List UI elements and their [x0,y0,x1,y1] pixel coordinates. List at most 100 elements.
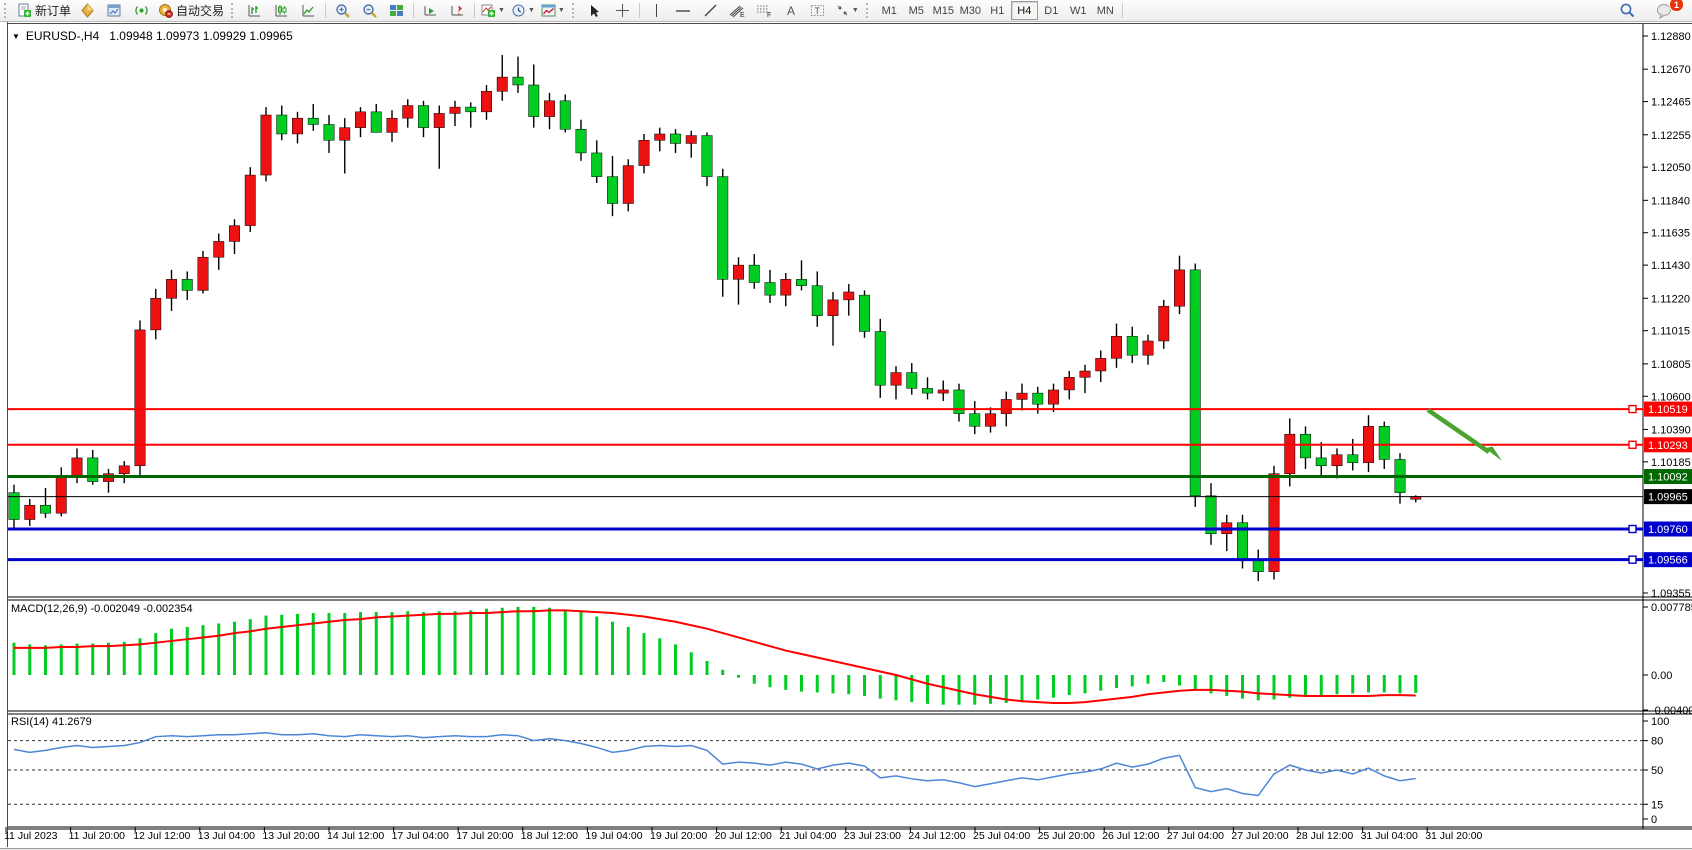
macd-signal-line [14,609,1416,704]
zoom-out-button[interactable] [356,0,383,21]
line-handle[interactable] [1628,440,1637,449]
new-order-button[interactable]: 新订单 [14,0,74,21]
signals-icon [135,6,148,15]
price-tag [1644,469,1692,485]
notifications-button[interactable]: 1 [1651,0,1684,21]
candle [969,413,981,427]
toolbar: 新订单 自动交易 [0,0,1692,22]
crosshair-icon [615,4,629,17]
candle [370,111,382,133]
chevron-down-icon: ▼ [851,7,859,14]
tab-d1[interactable]: D1 [1044,4,1059,17]
time-label: 11 Jul 20:00 [68,830,126,842]
chart-shift-button[interactable] [444,0,471,21]
macd-histogram-bar [658,638,662,675]
macd-histogram-bar [44,645,47,675]
tab-h4[interactable]: H4 [1010,1,1038,20]
vertical-line-button[interactable] [643,0,670,21]
trendline-button[interactable] [697,0,724,21]
macd-histogram-bar [532,606,536,675]
macd-histogram-bar [296,613,299,675]
macd-histogram-bar [1099,675,1103,691]
tab-m1[interactable]: M1 [881,4,897,17]
arrow-annotation[interactable] [1426,408,1491,454]
equidistant-channel-button[interactable]: E [724,0,751,21]
tab-m30[interactable]: M30 [959,4,981,17]
candle-chart-mode-button[interactable] [268,0,295,21]
text-label-button[interactable]: T [805,0,832,21]
one-click-trading-toggle[interactable]: ▼ [12,31,20,41]
macd-histogram-bar [548,607,551,675]
candle [323,124,335,141]
tab-m5[interactable]: M5 [908,4,924,17]
macd-histogram-bar [1036,675,1040,700]
tile-windows-icon [390,5,404,16]
macd-histogram-bar [327,612,331,675]
crosshair-button[interactable] [609,0,636,21]
macd-histogram-bar [1241,675,1244,699]
tab-w1[interactable]: W1 [1070,4,1087,17]
candle [40,505,51,514]
price-tick-label: 1.12670 [1651,64,1691,76]
time-label: 23 Jul 23:00 [843,830,902,842]
candle [717,176,729,280]
macd-histogram-bar [1115,675,1118,689]
tab-mn[interactable]: MN [1096,4,1114,17]
macd-histogram-bar [59,644,63,675]
arrow-annotation-head[interactable] [1485,446,1502,461]
toolbar-separator [1121,3,1123,18]
trendline-icon [704,4,717,17]
text-button[interactable]: A [778,0,805,21]
line-handle[interactable] [1628,555,1637,564]
candle [213,241,225,258]
time-label: 14 Jul 12:00 [327,830,385,842]
time-label: 19 Jul 04:00 [585,830,643,842]
horizontal-line-button[interactable] [670,0,697,21]
chevron-down-icon: ▼ [557,7,565,14]
candle [402,105,414,119]
macd-histogram-bar [1351,675,1355,694]
periods-button[interactable]: ▼ [508,0,538,21]
auto-scroll-button[interactable] [417,0,444,21]
macd-histogram-bar [642,633,646,675]
macd-histogram-bar [1319,675,1323,696]
profile-button[interactable] [74,0,101,21]
cursor-button[interactable] [582,0,609,21]
bar-chart-mode-button[interactable] [241,0,268,21]
macd-histogram-bar [12,642,16,675]
signals-button[interactable] [128,0,155,21]
cursor-icon [591,4,600,17]
svg-text:F: F [767,12,771,18]
candle [1268,473,1280,572]
price-tick-label: 1.10600 [1651,391,1691,403]
candle [670,133,681,144]
zoom-in-button[interactable] [329,0,356,21]
macd-histogram-bar [500,607,504,675]
search-button[interactable] [1614,0,1641,21]
line-handle[interactable] [1628,404,1637,414]
time-label: 17 Jul 04:00 [391,830,449,842]
svg-text:A: A [787,4,795,18]
indicators-button[interactable]: ▼ [478,0,508,21]
macd-histogram-bar [1020,675,1024,702]
arrows-button[interactable]: ▼ [832,0,862,21]
new-chart-button[interactable] [101,0,128,21]
chart-canvas[interactable]: 1.12880 1.12670 1.12465 1.12255 1.12050 1.118… [0,22,1692,848]
tab-m15[interactable]: M15 [932,4,954,17]
status-strip [0,848,1692,850]
macd-histogram-bar [1004,675,1008,703]
tab-h1[interactable]: H1 [990,4,1005,17]
line-chart-mode-button[interactable] [295,0,322,21]
macd-histogram-bar [768,675,772,688]
candle [292,117,303,135]
templates-button[interactable]: ▼ [538,0,568,21]
macd-histogram-bar [122,641,126,675]
macd-histogram-bar [516,606,520,675]
chart-title: ▼ EURUSD-,H4 1.09948 1.09973 1.09929 1.0… [12,29,293,43]
auto-trading-button[interactable]: 自动交易 [155,0,227,21]
candle [748,264,760,283]
fibonacci-button[interactable]: F [751,0,778,21]
line-handle[interactable] [1628,524,1637,534]
tile-windows-button[interactable] [383,0,410,21]
